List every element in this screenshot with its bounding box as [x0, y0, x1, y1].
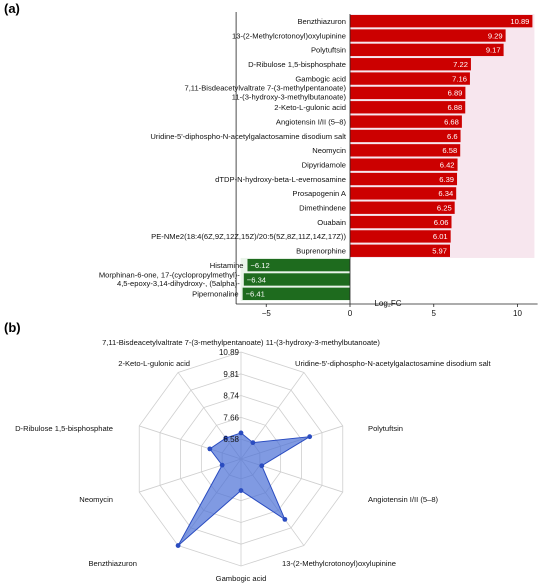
bar-category-label-line: 7,11-Bisdeacetylvaltrate 7-(3-methylpent…	[184, 84, 346, 93]
bar-value-label: 9.17	[486, 46, 501, 55]
bar-category-label: Polytuftsin	[311, 46, 346, 55]
bar-category-label: Pipernonaline	[192, 290, 238, 299]
bar	[350, 15, 533, 28]
radar-point	[259, 463, 265, 469]
radar-axis-label: 7,11-Bisdeacetylvaltrate 7-(3-methylpent…	[102, 338, 380, 347]
bar	[350, 115, 462, 128]
radar-tick-label: 6.58	[223, 435, 239, 444]
radar-point	[219, 462, 225, 468]
bar-category-label: Uridine-5'-diphospho-N-acetylgalactosami…	[150, 132, 346, 141]
bar-value-label: 6.42	[440, 160, 455, 169]
bar-category-label-line: Morphinan-6-one, 17-(cyclopropylmethyl)-	[99, 270, 240, 279]
bar-value-label: −6.41	[246, 290, 265, 299]
radar-point	[238, 488, 244, 493]
bar-category-label: Histamine	[210, 261, 244, 270]
bar-value-label: 6.01	[433, 232, 448, 241]
bar-value-label: 6.58	[442, 146, 457, 155]
radar-point	[307, 434, 313, 440]
bar-x-tick-label: 0	[348, 309, 353, 318]
radar-point	[238, 430, 244, 436]
bar-category-label: 13-(2-Methylcrotonoyl)oxylupinine	[232, 31, 346, 40]
bar-category-label: Ouabain	[317, 218, 346, 227]
radar-point	[250, 440, 256, 446]
bar	[350, 101, 466, 114]
bar-value-label: 6.06	[434, 218, 449, 227]
bar	[350, 158, 458, 171]
radar-axis-label: 2-Keto-L-gulonic acid	[118, 359, 190, 368]
bar	[350, 86, 466, 100]
bar-category-label: Neomycin	[312, 146, 346, 155]
radar-axis-label: 13-(2-Methylcrotonoyl)oxylupinine	[282, 559, 396, 568]
radar-axis-label: Neomycin	[79, 495, 113, 504]
bar-value-label: 7.22	[453, 60, 468, 69]
bar	[350, 72, 470, 85]
bar	[350, 43, 504, 57]
radar-chart: 6.58 7.66 8.74 9.81 10.897,11-Bisdeacetylval…	[15, 338, 491, 583]
bar-category-label: dTDP-N-hydroxy-beta-L-evernosamine	[215, 175, 346, 184]
bar-value-label: −6.34	[247, 275, 266, 284]
radar-tick-label: 8.74	[223, 391, 239, 400]
radar-tick-label: 9.81	[223, 370, 239, 379]
bar-chart: 10.89 Benzthiazuron 9.29 13-(2-Methylcroton…	[99, 12, 538, 318]
bar	[350, 129, 461, 143]
bar-category-label: D-Ribulose 1,5-bisphosphate	[248, 60, 346, 69]
bar-value-label: 5.97	[432, 247, 447, 256]
bar-category-label: Dimethindene	[299, 204, 346, 213]
radar-point	[207, 446, 213, 452]
radar-axis-label: Polytuftsin	[368, 424, 403, 433]
bar-category-label: Buprenorphine	[296, 247, 346, 256]
bar	[350, 29, 506, 42]
bar-x-axis-title: Log₂FC	[374, 299, 401, 308]
bar	[350, 172, 458, 186]
bar-category-label-line: 4,5-epoxy-3,14-dihydroxy-, (5alpha)-	[117, 279, 240, 288]
bar	[247, 258, 350, 272]
bar	[350, 215, 452, 229]
bar-value-label: 6.88	[447, 103, 462, 112]
bar	[350, 187, 457, 200]
bar-category-label: Gambogic acid	[295, 74, 346, 83]
bar-category-label: 2-Keto-L-gulonic acid	[274, 103, 346, 112]
radar-point	[223, 435, 229, 441]
radar-axis-label: D-Ribulose 1,5-bisphosphate	[15, 424, 113, 433]
bar-category-label: Benzthiazuron	[297, 17, 346, 26]
radar-point	[282, 516, 288, 522]
panel-b-label: (b)	[4, 320, 21, 335]
bar-value-label: 6.34	[438, 189, 453, 198]
bar-category-label: Angiotensin I/II (5–8)	[276, 117, 347, 126]
bar-x-tick-label: −5	[262, 309, 272, 318]
bar-category-label: Morphinan-6-one, 17-(cyclopropylmethyl)-…	[99, 270, 240, 288]
bar-category-label: 7,11-Bisdeacetylvaltrate 7-(3-methylpent…	[184, 84, 346, 102]
panel-a-label: (a)	[4, 1, 20, 16]
bar	[350, 201, 455, 214]
bar-value-label: 6.89	[448, 89, 463, 98]
bar-value-label: 6.25	[437, 204, 452, 213]
bar	[350, 144, 461, 157]
radar-axis-label: Gambogic acid	[216, 574, 267, 583]
bar-value-label: 9.29	[488, 31, 503, 40]
bar	[350, 58, 471, 71]
bar-value-label: 7.16	[452, 74, 467, 83]
radar-axis-label: Benzthiazuron	[88, 559, 137, 568]
bar-value-label: 6.68	[444, 117, 459, 126]
bar-value-label: 6.6	[447, 132, 458, 141]
radar-tick-label: 10.89	[219, 348, 240, 357]
bar-category-label: PE-NMe2(18:4(6Z,9Z,12Z,15Z)/20:5(5Z,8Z,1…	[151, 232, 346, 241]
bar	[242, 287, 350, 300]
bar-category-label-line: 11-(3-hydroxy-3-methylbutanoate)	[232, 92, 347, 101]
bar-value-label: −6.12	[250, 261, 269, 270]
bar-value-label: 6.39	[439, 175, 454, 184]
bar-x-tick-label: 5	[432, 309, 437, 318]
bar	[350, 244, 450, 257]
radar-tick-label: 7.66	[223, 413, 239, 422]
radar-point	[175, 543, 181, 548]
bar-category-label: Prosapogenin A	[292, 189, 347, 198]
bar-x-tick-label: 10	[513, 309, 522, 318]
bar-category-label: Dipyridamole	[302, 160, 346, 169]
bar	[350, 230, 451, 243]
radar-axis-label: Uridine-5'-diphospho-N-acetylgalactosami…	[295, 359, 491, 368]
bar	[243, 273, 350, 286]
bar-value-label: 10.89	[510, 17, 529, 26]
radar-axis-label: Angiotensin I/II (5–8)	[368, 495, 439, 504]
